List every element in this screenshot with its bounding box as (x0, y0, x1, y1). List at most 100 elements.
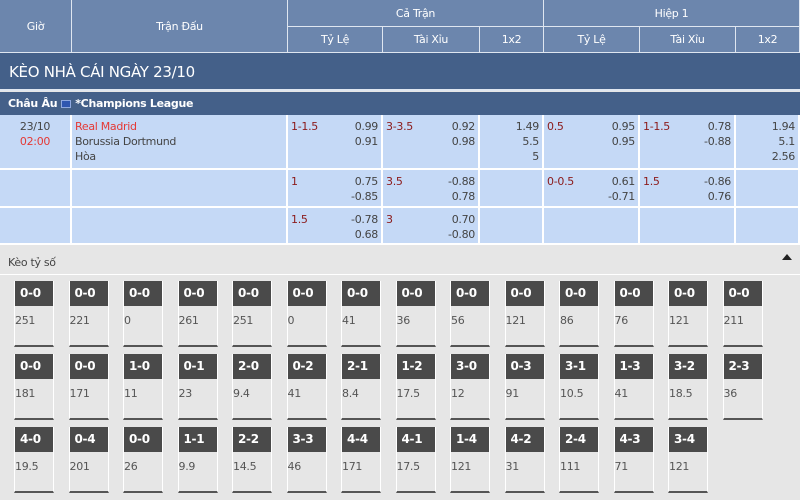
score-odds: 0 (124, 314, 131, 327)
score-odds: 36 (396, 314, 411, 327)
odds-value[interactable]: 0.95 (611, 135, 636, 148)
header-col: 1x2 (736, 27, 800, 53)
score-label: 2-0 (233, 354, 271, 379)
score-tile[interactable]: 2-2 14.5 (232, 427, 272, 493)
score-tile[interactable]: 0-0 121 (504, 281, 545, 347)
score-tile[interactable]: 0-0 26 (123, 427, 163, 493)
odds-value[interactable]: 5.5 (522, 135, 539, 148)
score-label: 0-0 (124, 427, 162, 452)
league-bar: Châu Âu *Champions League (0, 92, 800, 115)
score-tile[interactable]: 1-1 9.9 (177, 427, 218, 493)
odds-value[interactable]: -0.88 (448, 175, 475, 188)
score-odds: 14.5 (233, 460, 257, 473)
score-odds: 71 (614, 460, 629, 473)
score-tile[interactable]: 0-0 121 (668, 281, 708, 347)
score-tile[interactable]: 4-1 17.5 (395, 427, 436, 493)
score-tile[interactable]: 0-0 221 (68, 281, 109, 347)
score-tile[interactable]: 0-0 251 (14, 281, 54, 347)
odds-value[interactable]: 0.68 (354, 228, 379, 241)
odds-line: 1 (291, 175, 298, 188)
score-odds: 41 (287, 387, 302, 400)
header-col: 1x2 (480, 27, 544, 53)
score-tile[interactable]: 4-4 171 (341, 427, 381, 493)
score-tile[interactable]: 0-0 261 (177, 281, 218, 347)
header-time: Giờ (0, 0, 72, 53)
score-tile[interactable]: 0-0 36 (395, 281, 436, 347)
score-tile[interactable]: 3-4 121 (668, 427, 708, 493)
odds-line: 1.5 (643, 175, 660, 188)
score-tile[interactable]: 1-3 41 (613, 354, 654, 420)
odds-cell-ft_1x2 (480, 208, 544, 245)
score-tile[interactable]: 0-0 211 (722, 281, 763, 347)
score-tile[interactable]: 0-0 251 (232, 281, 272, 347)
odds-value[interactable]: 0.76 (707, 190, 732, 203)
score-label: 0-4 (69, 427, 108, 452)
score-tile[interactable]: 0-3 91 (504, 354, 545, 420)
score-tile[interactable]: 4-0 19.5 (14, 427, 54, 493)
header-col: Tỷ Lệ (288, 27, 383, 53)
score-tile[interactable]: 3-1 10.5 (559, 354, 599, 420)
odds-value[interactable]: -0.88 (704, 135, 731, 148)
score-tile[interactable]: 0-0 0 (123, 281, 163, 347)
score-tile[interactable]: 0-0 56 (450, 281, 490, 347)
odds-value[interactable]: 5 (532, 150, 539, 163)
score-tile[interactable]: 0-0 86 (559, 281, 599, 347)
score-tile[interactable]: 0-0 181 (14, 354, 54, 420)
score-tile[interactable]: 0-0 41 (341, 281, 381, 347)
odds-value[interactable]: 0.91 (354, 135, 379, 148)
odds-value[interactable]: 0.98 (451, 135, 476, 148)
odds-value[interactable]: 1.94 (771, 120, 796, 133)
score-tile[interactable]: 3-2 18.5 (668, 354, 708, 420)
score-tile[interactable]: 2-1 8.4 (341, 354, 381, 420)
score-label: 0-0 (287, 281, 326, 306)
score-tile[interactable]: 2-3 36 (722, 354, 763, 420)
odds-cell-h1_ou (640, 208, 736, 245)
odds-value[interactable]: -0.78 (351, 213, 378, 226)
score-tile[interactable]: 0-0 171 (68, 354, 109, 420)
odds-value[interactable]: 0.92 (451, 120, 476, 133)
score-tile[interactable]: 1-4 121 (450, 427, 490, 493)
odds-value[interactable]: 0.99 (354, 120, 379, 133)
match-time-cell: 23/10 02:00 (0, 115, 72, 170)
away-team[interactable]: Borussia Dortmund (75, 135, 177, 148)
odds-value[interactable]: 5.1 (778, 135, 795, 148)
odds-value[interactable]: 0.78 (707, 120, 732, 133)
score-tile[interactable]: 2-4 111 (559, 427, 599, 493)
odds-value[interactable]: 0.95 (611, 120, 636, 133)
score-label: 0-3 (505, 354, 544, 379)
odds-value[interactable]: 2.56 (771, 150, 796, 163)
score-tile[interactable]: 0-2 41 (286, 354, 327, 420)
odds-value[interactable]: 0.78 (451, 190, 476, 203)
score-tile[interactable]: 4-2 31 (504, 427, 545, 493)
score-tile[interactable]: 1-2 17.5 (395, 354, 436, 420)
score-tile[interactable]: 0-4 201 (68, 427, 109, 493)
odds-value[interactable]: -0.86 (704, 175, 731, 188)
score-odds: 18.5 (669, 387, 693, 400)
score-odds: 76 (614, 314, 629, 327)
score-odds: 11 (124, 387, 138, 400)
score-tile[interactable]: 0-0 76 (613, 281, 654, 347)
score-tile[interactable]: 4-3 71 (613, 427, 654, 493)
odds-value[interactable]: 0.61 (611, 175, 636, 188)
score-label: 0-0 (69, 354, 108, 379)
caret-up-icon[interactable] (782, 254, 792, 260)
odds-value[interactable]: 0.75 (354, 175, 379, 188)
odds-value[interactable]: 0.70 (451, 213, 476, 226)
score-label: 1-0 (124, 354, 162, 379)
score-tile[interactable]: 0-0 0 (286, 281, 327, 347)
odds-cell-ft_1x2 (480, 170, 544, 208)
odds-value[interactable]: -0.80 (448, 228, 475, 241)
score-tile[interactable]: 2-0 9.4 (232, 354, 272, 420)
score-label: 4-4 (342, 427, 380, 452)
odds-value[interactable]: -0.71 (608, 190, 635, 203)
home-team[interactable]: Real Madrid (75, 120, 137, 133)
score-tile[interactable]: 3-0 12 (450, 354, 490, 420)
score-label: 1-1 (178, 427, 217, 452)
odds-value[interactable]: -0.85 (351, 190, 378, 203)
score-tile[interactable]: 1-0 11 (123, 354, 163, 420)
score-label: 3-0 (451, 354, 489, 379)
score-odds: 121 (669, 460, 690, 473)
odds-value[interactable]: 1.49 (515, 120, 540, 133)
score-tile[interactable]: 0-1 23 (177, 354, 218, 420)
score-tile[interactable]: 3-3 46 (286, 427, 327, 493)
